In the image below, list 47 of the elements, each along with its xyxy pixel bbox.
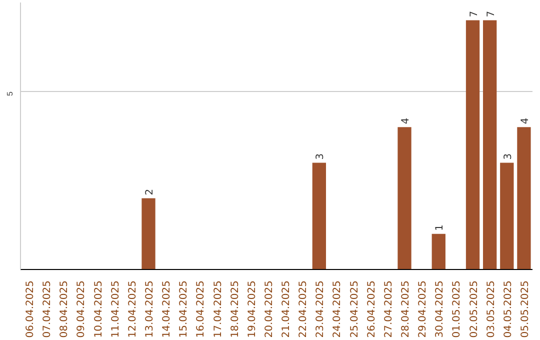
- x-tick-label: 16.04.2025: [196, 280, 207, 338]
- data-label: 3: [315, 153, 326, 160]
- x-tick-label: 04.05.2025: [502, 280, 514, 338]
- x-tick-label: 13.04.2025: [144, 280, 156, 338]
- bar: [500, 162, 514, 270]
- x-tick-label: 03.05.2025: [486, 280, 497, 338]
- bar: [432, 234, 446, 270]
- bar: [398, 127, 412, 270]
- x-tick-label: 21.04.2025: [281, 280, 292, 338]
- x-tick-label: 24.04.2025: [332, 280, 344, 338]
- data-label: 3: [502, 153, 514, 160]
- data-label: 7: [468, 10, 480, 18]
- data-label: 4: [400, 118, 412, 124]
- x-tick-label: 05.05.2025: [520, 280, 531, 338]
- y-tick-label: 5: [6, 90, 14, 96]
- x-tick-label: 20.04.2025: [264, 280, 275, 338]
- x-tick-label: 27.04.2025: [383, 280, 394, 338]
- x-tick-label: 30.04.2025: [434, 280, 446, 338]
- bar: [483, 20, 497, 270]
- x-tick-label: 22.04.2025: [298, 280, 310, 338]
- x-tick-label: 10.04.2025: [93, 280, 104, 338]
- x-tick-label: 11.04.2025: [110, 280, 122, 338]
- bar: [466, 20, 480, 270]
- x-tick-label: 28.04.2025: [400, 280, 412, 338]
- x-tick-label: 06.04.2025: [25, 280, 36, 338]
- x-tick-label: 15.04.2025: [178, 280, 190, 338]
- x-tick-label: 23.04.2025: [315, 280, 326, 338]
- data-label: 4: [520, 118, 531, 124]
- x-tick-label: 26.04.2025: [366, 280, 378, 338]
- x-tick-label: 09.04.2025: [76, 280, 88, 338]
- x-tick-label: 29.04.2025: [418, 280, 429, 338]
- x-tick-label: 01.05.2025: [452, 280, 463, 338]
- data-label: 7: [486, 10, 497, 18]
- bar: [517, 127, 531, 270]
- x-tick-label: 25.04.2025: [349, 280, 360, 338]
- bar: [312, 162, 326, 270]
- data-label: 1: [434, 224, 446, 231]
- x-tick-label: 17.04.2025: [212, 280, 224, 338]
- x-tick-label: 14.04.2025: [162, 280, 173, 338]
- x-tick-label: 08.04.2025: [59, 280, 70, 338]
- x-tick-label: 12.04.2025: [127, 280, 138, 338]
- x-tick-label: 07.04.2025: [42, 280, 54, 338]
- x-tick-label: 19.04.2025: [246, 280, 258, 338]
- x-tick-label: 02.05.2025: [468, 280, 480, 338]
- x-tick-label: 18.04.2025: [230, 280, 241, 338]
- data-label: 2: [144, 188, 156, 196]
- bar: [142, 198, 156, 270]
